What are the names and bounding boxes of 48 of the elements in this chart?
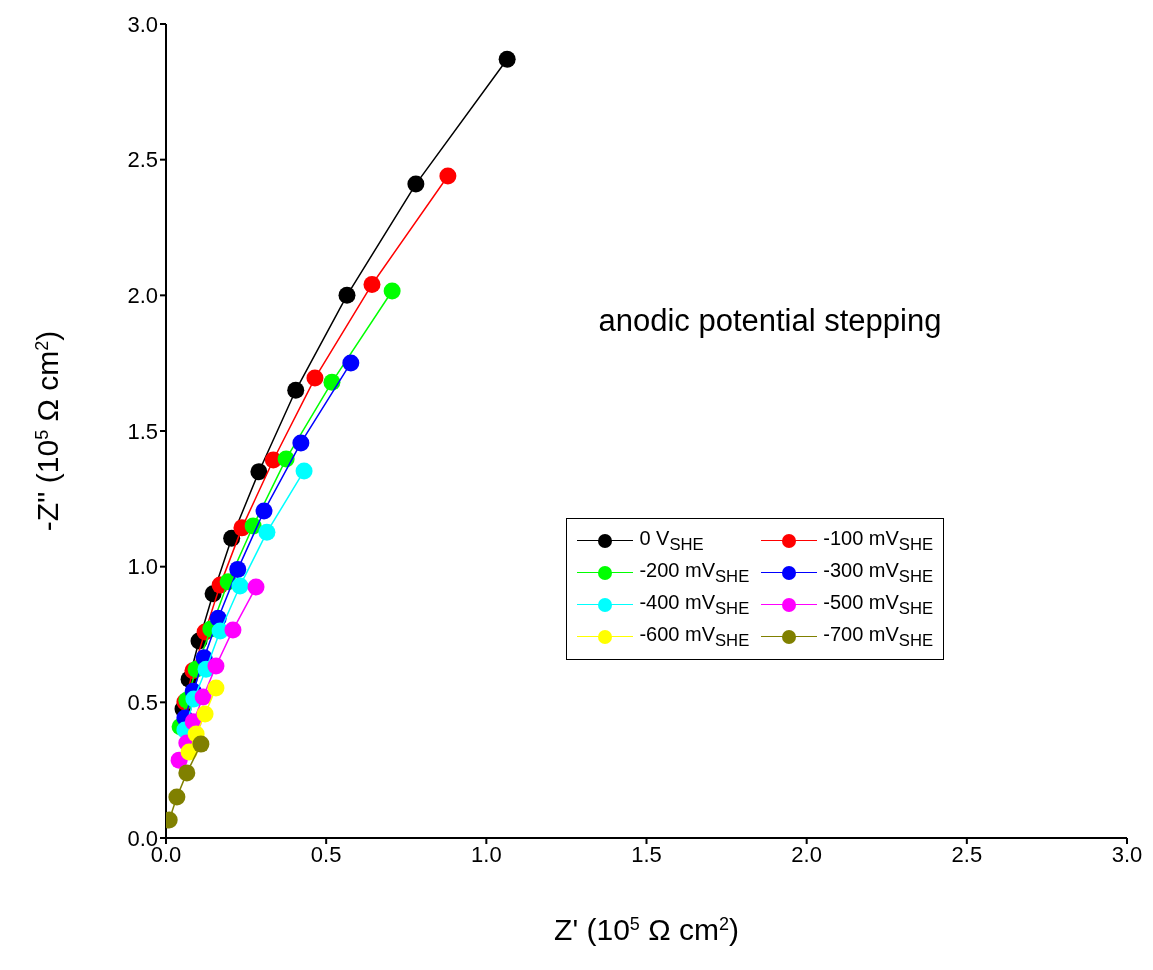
point: [192, 735, 210, 753]
point: [292, 434, 310, 452]
y-tick-label: 1.5: [127, 418, 158, 444]
point: [207, 657, 225, 675]
x-tick-label: 0.5: [310, 841, 342, 867]
legend-label: 0 V$_{SHE}$: [639, 526, 704, 555]
y-tick-label: 1.0: [127, 554, 158, 580]
point: [229, 560, 247, 578]
point: [338, 286, 356, 304]
y-tick-label: 0.5: [127, 690, 158, 716]
legend-label: -600 mV$_{SHE}$: [639, 622, 750, 651]
x-tick-label: 2.5: [951, 841, 983, 867]
point: [250, 463, 268, 481]
legend-label: -400 mV$_{SHE}$: [639, 590, 750, 619]
point: [363, 275, 381, 293]
point: [439, 167, 457, 185]
point: [224, 621, 242, 639]
point: [323, 373, 341, 391]
point: [178, 764, 196, 782]
point: [255, 502, 273, 520]
point: [194, 688, 212, 706]
legend-label: -300 mV$_{SHE}$: [823, 558, 934, 587]
point: [258, 523, 276, 541]
point: [196, 705, 214, 723]
legend-label: -500 mV$_{SHE}$: [823, 590, 934, 619]
point: [498, 50, 516, 68]
annotation: anodic potential stepping: [598, 303, 942, 340]
point: [207, 679, 225, 697]
point: [231, 577, 249, 595]
x-tick-label: 3.0: [1111, 841, 1143, 867]
point: [287, 381, 305, 399]
point: [342, 354, 360, 372]
x-tick-label: 1.0: [471, 841, 502, 867]
point: [295, 462, 313, 480]
point: [306, 369, 324, 387]
x-tick-label: 2.0: [791, 841, 822, 867]
y-tick-label: 3.0: [127, 11, 158, 37]
point: [407, 175, 425, 193]
point: [383, 282, 401, 300]
point: [168, 788, 186, 806]
y-tick-label: 2.5: [127, 147, 158, 173]
x-tick-label: 1.5: [631, 841, 662, 867]
point: [247, 578, 265, 596]
x-axis-title: Z' (10$^{5}$ Ω cm$^{2}$): [554, 913, 739, 946]
legend-label: -200 mV$_{SHE}$: [639, 558, 750, 587]
legend-label: -700 mV$_{SHE}$: [823, 622, 934, 651]
legend-label: -100 mV$_{SHE}$: [823, 526, 934, 555]
y-tick-label: 2.0: [127, 283, 158, 309]
